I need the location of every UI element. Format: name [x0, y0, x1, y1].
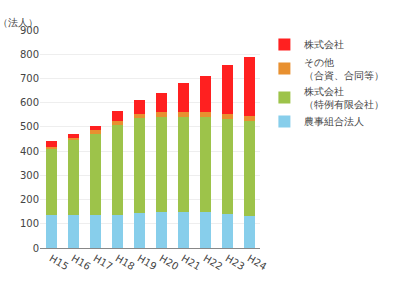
- svg-text:400: 400: [20, 146, 39, 157]
- svg-text:H17: H17: [92, 253, 115, 273]
- svg-text:H16: H16: [70, 253, 93, 273]
- svg-text:H21: H21: [180, 253, 203, 273]
- svg-text:700: 700: [20, 73, 39, 84]
- svg-text:H19: H19: [136, 253, 159, 273]
- svg-text:800: 800: [20, 49, 39, 60]
- svg-text:H22: H22: [202, 253, 225, 273]
- svg-text:株式会社（特例有限会社）: 株式会社（特例有限会社）: [303, 86, 384, 110]
- svg-text:農事組合法人: 農事組合法人: [304, 116, 364, 127]
- svg-text:H24: H24: [246, 253, 269, 273]
- svg-text:H23: H23: [224, 253, 247, 273]
- svg-text:900: 900: [20, 25, 39, 36]
- svg-text:H15: H15: [48, 253, 71, 273]
- svg-text:200: 200: [20, 194, 39, 205]
- svg-text:500: 500: [20, 121, 39, 132]
- svg-text:H20: H20: [158, 253, 181, 273]
- svg-text:（法人）: （法人）: [0, 17, 38, 28]
- svg-text:100: 100: [20, 218, 39, 229]
- svg-text:その他（合資、合同等）: その他（合資、合同等）: [304, 57, 384, 81]
- svg-text:0: 0: [33, 243, 39, 254]
- svg-text:300: 300: [20, 170, 39, 181]
- svg-text:600: 600: [20, 97, 39, 108]
- svg-text:H18: H18: [114, 253, 137, 273]
- svg-text:株式会社: 株式会社: [303, 39, 344, 50]
